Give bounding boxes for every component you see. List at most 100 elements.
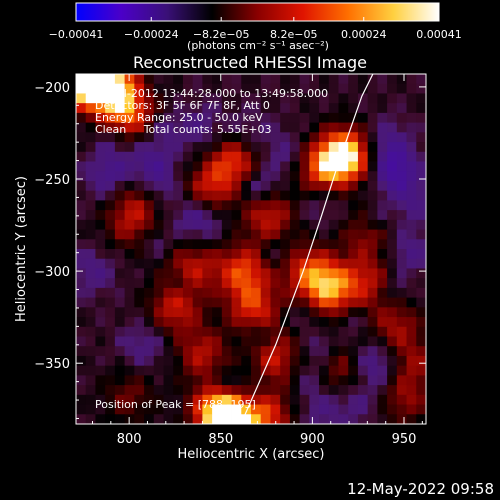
heatmap-cell xyxy=(260,229,271,240)
heatmap-cell xyxy=(76,375,87,386)
heatmap-cell xyxy=(367,297,378,308)
heatmap-cell xyxy=(357,151,369,162)
heatmap-cell xyxy=(416,307,427,318)
heatmap-cell xyxy=(192,161,203,172)
heatmap-cell xyxy=(309,210,320,221)
heatmap-cell xyxy=(221,404,232,415)
heatmap-cell xyxy=(182,103,194,114)
heatmap-cell xyxy=(328,336,339,347)
heatmap-cell xyxy=(221,317,232,328)
heatmap-cell xyxy=(95,297,106,308)
heatmap-cell xyxy=(367,278,378,289)
heatmap-cell xyxy=(319,122,330,133)
heatmap-cell xyxy=(192,74,203,85)
heatmap-cell xyxy=(95,336,106,347)
heatmap-cell xyxy=(95,151,106,162)
heatmap-cell xyxy=(76,297,87,308)
heatmap-cell xyxy=(202,103,213,114)
heatmap-cell xyxy=(163,336,174,347)
heatmap-cell xyxy=(348,258,359,269)
heatmap-cell xyxy=(76,268,87,279)
heatmap-cell xyxy=(85,74,96,85)
heatmap-cell xyxy=(153,414,164,425)
heatmap-cell xyxy=(396,355,407,367)
heatmap-cell xyxy=(124,365,135,376)
heatmap-cell xyxy=(173,210,184,221)
heatmap-cell xyxy=(231,151,242,162)
heatmap-cell xyxy=(251,171,262,182)
heatmap-cell xyxy=(124,112,135,124)
heatmap-cell xyxy=(289,258,301,269)
heatmap-cell xyxy=(212,161,223,172)
heatmap-cell xyxy=(144,268,155,279)
heatmap-cell xyxy=(260,151,271,162)
heatmap-cell xyxy=(367,103,378,114)
heatmap-cell xyxy=(114,112,126,124)
heatmap-cell xyxy=(163,268,174,279)
heatmap-cell xyxy=(416,190,427,201)
heatmap-cell xyxy=(367,112,378,124)
heatmap-cell xyxy=(348,83,359,94)
heatmap-cell xyxy=(260,171,271,182)
heatmap-cell xyxy=(144,219,155,230)
heatmap-cell xyxy=(231,287,242,299)
heatmap-cell xyxy=(76,258,87,269)
heatmap-cell xyxy=(153,249,164,260)
heatmap-cell xyxy=(377,385,388,396)
heatmap-cell xyxy=(309,355,320,367)
heatmap-cell xyxy=(280,180,291,192)
heatmap-cell xyxy=(289,278,301,289)
heatmap-cell xyxy=(231,278,242,289)
heatmap-cell xyxy=(289,171,301,182)
heatmap-cell xyxy=(251,132,262,143)
y-tick-label: −250 xyxy=(34,173,70,188)
heatmap-cell xyxy=(153,307,164,318)
heatmap-cell xyxy=(280,210,291,221)
heatmap-cell xyxy=(212,365,223,376)
x-tick-label: 950 xyxy=(392,432,417,447)
heatmap-cell xyxy=(319,278,330,289)
heatmap-cell xyxy=(163,161,174,172)
heatmap-cell xyxy=(280,83,291,94)
heatmap-cell xyxy=(85,404,96,415)
heatmap-cell xyxy=(377,375,388,386)
heatmap-cell xyxy=(348,103,359,114)
heatmap-cell xyxy=(357,190,369,201)
heatmap-cell xyxy=(105,161,116,172)
heatmap-cell xyxy=(251,93,262,104)
heatmap-cell xyxy=(114,142,126,153)
heatmap-cell xyxy=(85,278,96,289)
heatmap-cell xyxy=(231,122,242,133)
heatmap-cell xyxy=(241,394,252,405)
heatmap-cell xyxy=(280,307,291,318)
heatmap-cell xyxy=(260,355,271,367)
heatmap-cell xyxy=(76,278,87,289)
heatmap-cell xyxy=(144,151,155,162)
heatmap-cell xyxy=(134,229,145,240)
heatmap-cell xyxy=(105,200,116,211)
heatmap-cell xyxy=(144,249,155,260)
heatmap-cell xyxy=(114,404,126,415)
heatmap-cell xyxy=(163,219,174,230)
heatmap-cell xyxy=(85,122,96,133)
heatmap-cell xyxy=(309,414,320,425)
heatmap-cell xyxy=(85,190,96,201)
heatmap-cell xyxy=(114,249,126,260)
heatmap-cell xyxy=(251,394,262,405)
heatmap-cell xyxy=(251,151,262,162)
heatmap-cell xyxy=(241,317,252,328)
heatmap-cell xyxy=(124,74,135,85)
heatmap-cell xyxy=(182,307,194,318)
heatmap-cell xyxy=(251,74,262,85)
heatmap-cell xyxy=(241,355,252,367)
heatmap-cell xyxy=(406,249,417,260)
heatmap-cell xyxy=(328,83,339,94)
heatmap-cell xyxy=(182,287,194,299)
heatmap-cell xyxy=(260,278,271,289)
heatmap-cell xyxy=(182,239,194,250)
heatmap-cell xyxy=(134,258,145,269)
heatmap-cell xyxy=(95,249,106,260)
heatmap-cell xyxy=(105,239,116,250)
heatmap-cell xyxy=(289,394,301,405)
heatmap-cell xyxy=(280,200,291,211)
